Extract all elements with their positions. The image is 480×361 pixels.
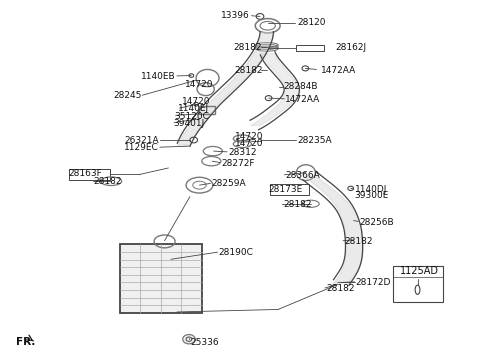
Text: 39300E: 39300E — [355, 191, 389, 200]
Ellipse shape — [190, 137, 198, 143]
Text: 25336: 25336 — [190, 338, 218, 347]
Text: 28182: 28182 — [234, 66, 263, 75]
Text: 28366A: 28366A — [285, 171, 320, 180]
Text: 1140EJ: 1140EJ — [178, 104, 209, 113]
Text: 1125AD: 1125AD — [399, 266, 438, 276]
Text: 26321A: 26321A — [124, 136, 159, 145]
Text: 28182: 28182 — [326, 284, 354, 293]
Ellipse shape — [189, 74, 194, 77]
Bar — [393, 266, 443, 301]
Text: 28182: 28182 — [94, 177, 122, 186]
Ellipse shape — [302, 66, 309, 71]
Text: FR.: FR. — [16, 338, 35, 347]
Text: 28163F: 28163F — [68, 169, 102, 178]
Ellipse shape — [194, 103, 199, 106]
Text: 28245: 28245 — [114, 91, 142, 100]
Text: 28182: 28182 — [344, 237, 372, 246]
Bar — [120, 244, 202, 313]
Text: 28162J: 28162J — [336, 43, 367, 52]
Text: 28182: 28182 — [283, 200, 312, 209]
Text: 35120C: 35120C — [174, 112, 209, 121]
Text: 39401J: 39401J — [173, 119, 204, 128]
Text: 1472AA: 1472AA — [321, 66, 356, 75]
Text: 14720: 14720 — [182, 97, 210, 106]
Text: 14720: 14720 — [235, 139, 264, 148]
Text: 28120: 28120 — [297, 18, 326, 27]
Bar — [199, 106, 215, 114]
Text: 28182: 28182 — [233, 43, 262, 52]
Text: 1129EC: 1129EC — [124, 143, 159, 152]
Ellipse shape — [348, 186, 354, 191]
Text: 28173E: 28173E — [269, 185, 303, 194]
Ellipse shape — [265, 96, 272, 101]
Text: 28312: 28312 — [228, 148, 257, 157]
Text: 1472AA: 1472AA — [285, 95, 321, 104]
Text: 1140EB: 1140EB — [141, 72, 176, 81]
Bar — [270, 184, 309, 195]
Text: 14720: 14720 — [185, 80, 214, 89]
Text: 28190C: 28190C — [218, 248, 253, 257]
Bar — [69, 169, 110, 180]
Text: 13396: 13396 — [221, 11, 250, 20]
Text: 28256B: 28256B — [360, 218, 394, 227]
Text: 28172D: 28172D — [356, 278, 391, 287]
Text: 1140DJ: 1140DJ — [355, 185, 387, 194]
Ellipse shape — [256, 14, 264, 19]
Text: 14720: 14720 — [235, 132, 264, 141]
Text: 28235A: 28235A — [297, 135, 332, 144]
Text: 28284B: 28284B — [283, 82, 317, 91]
Ellipse shape — [183, 335, 195, 344]
Text: 28272F: 28272F — [221, 159, 254, 168]
Bar — [296, 45, 324, 51]
Text: 28259A: 28259A — [211, 179, 246, 188]
